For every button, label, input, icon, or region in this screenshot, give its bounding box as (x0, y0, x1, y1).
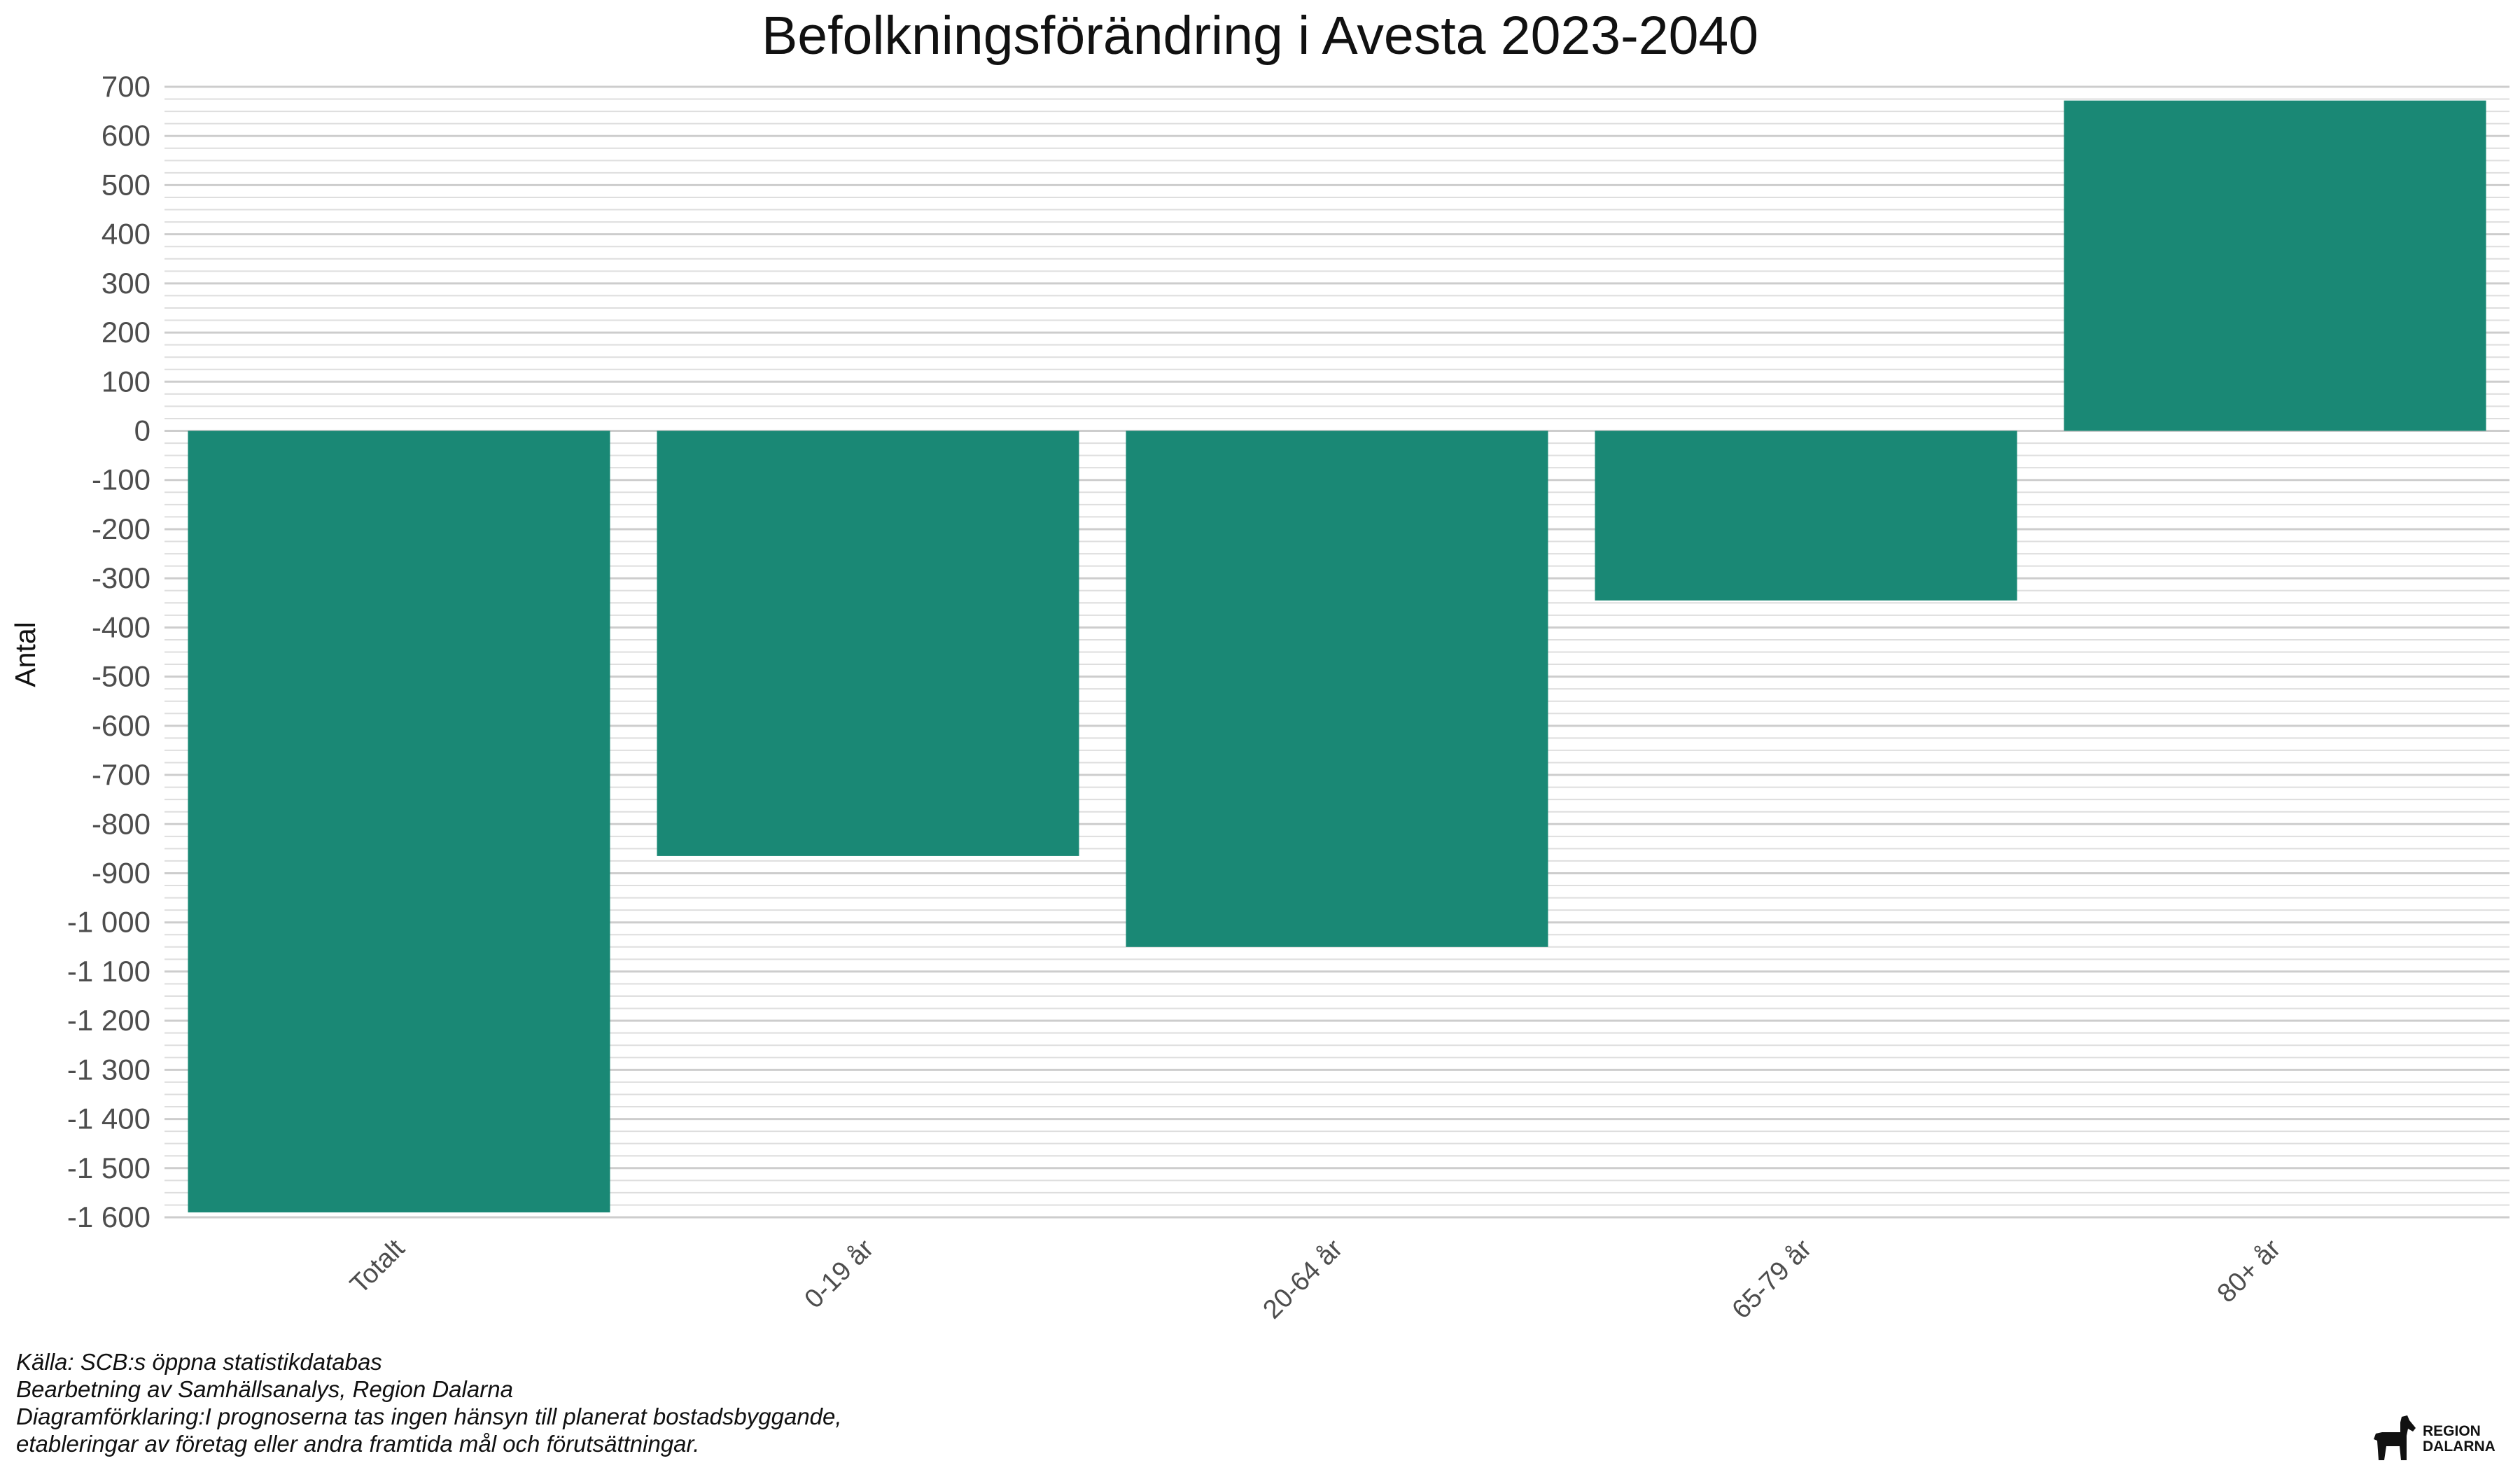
bar-3 (1595, 430, 2017, 601)
chart-title: Befolkningsförändring i Avesta 2023-2040 (762, 6, 1758, 66)
y-tick-label: -700 (92, 758, 150, 791)
bars (188, 100, 2486, 1212)
bar-1 (657, 430, 1079, 856)
bar-4 (2064, 100, 2486, 431)
y-tick-label: 0 (134, 414, 150, 447)
bar-0 (188, 430, 610, 1212)
y-tick-label: -500 (92, 660, 150, 693)
y-tick-label: 700 (102, 70, 150, 103)
y-tick-label: -1 400 (67, 1102, 150, 1135)
bar-2 (1126, 430, 1548, 947)
caption-source: Källa: SCB:s öppna statistikdatabas (16, 1349, 382, 1375)
x-tick-label: 20-64 år (1258, 1233, 1349, 1324)
y-tick-label: -1 100 (67, 955, 150, 988)
caption: Källa: SCB:s öppna statistikdatabas Bear… (16, 1348, 842, 1457)
logo-text-line2: DALARNA (2423, 1438, 2496, 1455)
caption-explanation-1: Diagramförklaring:I prognoserna tas inge… (16, 1404, 842, 1429)
y-tick-label: -600 (92, 709, 150, 742)
y-tick-label: -300 (92, 561, 150, 594)
y-tick-label: -1 000 (67, 906, 150, 939)
y-tick-labels: 700 600 500 400 300 200 100 0 -100 -200 -300 -400 -5… (67, 70, 150, 1233)
logo-text-line1: REGION (2423, 1423, 2481, 1439)
x-tick-label: 0-19 år (799, 1233, 880, 1314)
y-tick-label: -800 (92, 807, 150, 840)
y-axis-label: Antal (9, 622, 41, 687)
y-tick-label: 100 (102, 365, 150, 398)
y-tick-label: 200 (102, 316, 150, 349)
y-tick-label: -1 600 (67, 1200, 150, 1233)
y-tick-label: -100 (92, 463, 150, 496)
x-tick-labels: Totalt 0-19 år 20-64 år 65-79 år 80+ år (344, 1233, 2286, 1324)
logo-text: REGION DALARNA (2423, 1424, 2496, 1455)
y-tick-label: -400 (92, 610, 150, 643)
y-tick-label: -900 (92, 856, 150, 889)
y-tick-label: 600 (102, 119, 150, 152)
y-tick-label: -1 300 (67, 1053, 150, 1086)
region-dalarna-logo: REGION DALARNA (2370, 1414, 2502, 1463)
x-tick-label: Totalt (344, 1233, 410, 1299)
dala-horse-icon (2374, 1415, 2416, 1460)
x-tick-label: 65-79 år (1727, 1233, 1818, 1324)
y-tick-label: -1 500 (67, 1152, 150, 1184)
y-tick-label: 500 (102, 168, 150, 201)
x-tick-label: 80+ år (2212, 1233, 2287, 1308)
y-tick-label: 400 (102, 218, 150, 251)
y-tick-label: -1 200 (67, 1004, 150, 1037)
y-tick-label: 300 (102, 267, 150, 300)
caption-explanation-2: etableringar av företag eller andra fram… (16, 1431, 700, 1457)
caption-processing: Bearbetning av Samhällsanalys, Region Da… (16, 1376, 513, 1402)
y-tick-label: -200 (92, 512, 150, 545)
